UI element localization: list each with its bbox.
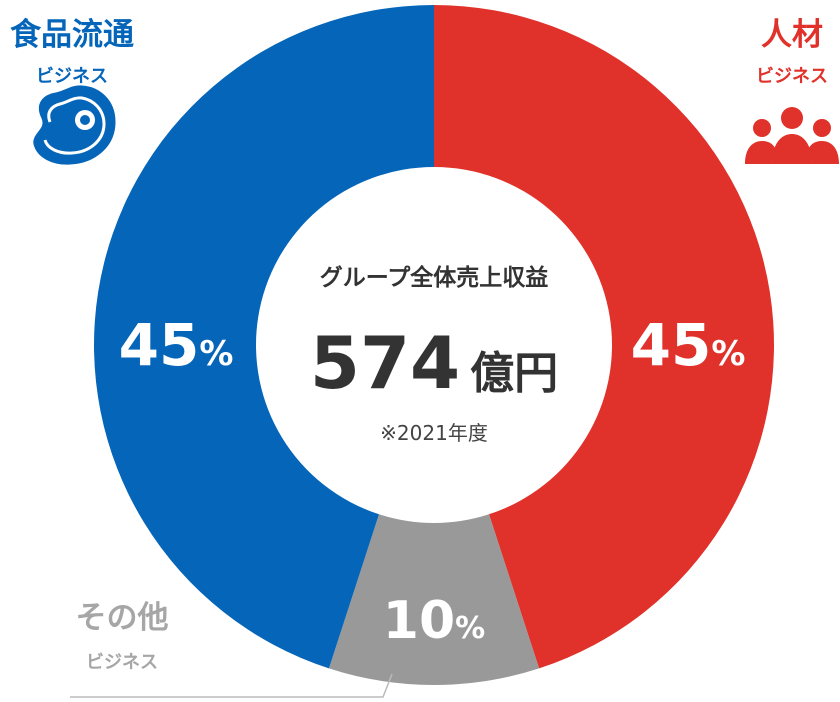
legend-food-title: 食品流通: [10, 17, 134, 53]
legend-food-sub: ビジネス: [36, 66, 108, 87]
slice-food: [94, 5, 435, 669]
legend-hr-title: 人材: [761, 17, 823, 53]
percent-label-hr: 45%: [631, 311, 746, 379]
percent-label-food: 45%: [119, 311, 234, 379]
other-leader-line: [70, 673, 393, 698]
center-value: 574: [310, 321, 460, 405]
donut-slices: [94, 5, 774, 685]
center-value-line: 574 億円: [310, 321, 558, 405]
legend-other-title: その他: [76, 600, 169, 636]
center-note: ※2021年度: [380, 421, 488, 445]
legend-hr-sub: ビジネス: [756, 66, 828, 87]
percent-label-other: 10%: [383, 591, 485, 651]
people-icon: [745, 107, 839, 164]
center-title: グループ全体売上収益: [320, 264, 549, 291]
slice-other: [328, 514, 540, 685]
center-unit: 億円: [470, 348, 558, 399]
meat-icon: [33, 85, 116, 165]
legend-other-sub: ビジネス: [86, 652, 158, 673]
slice-hr: [434, 5, 774, 669]
